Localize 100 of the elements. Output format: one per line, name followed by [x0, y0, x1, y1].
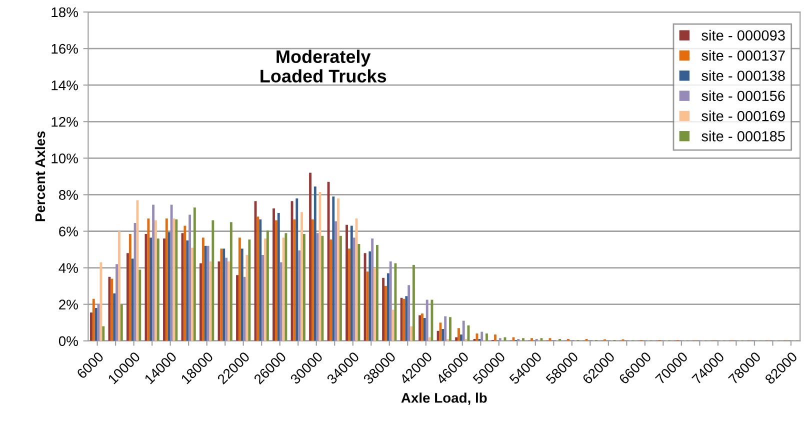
bar: [368, 251, 372, 341]
bar: [128, 234, 132, 341]
bar: [150, 238, 152, 341]
bar: [118, 231, 120, 341]
bar: [113, 293, 116, 341]
bar: [147, 218, 150, 341]
bar: [382, 278, 385, 341]
bar: [332, 196, 335, 341]
bar: [298, 250, 301, 341]
bar: [394, 263, 397, 341]
bar: [256, 216, 260, 341]
y-tick-label: 4%: [58, 263, 78, 273]
bar: [120, 304, 123, 341]
legend-label: site - 000137: [702, 50, 785, 61]
bar: [134, 223, 136, 341]
legend-label: site - 000169: [702, 110, 785, 122]
bar: [193, 208, 196, 341]
bar: [436, 330, 440, 341]
bar: [94, 308, 98, 341]
bar: [259, 219, 262, 341]
bar: [188, 214, 192, 341]
bar: [352, 238, 356, 341]
bar: [90, 312, 92, 341]
bar: [204, 246, 207, 341]
bar: [154, 220, 157, 341]
bar: [405, 296, 408, 341]
bar: [418, 315, 422, 341]
y-tick-label: 6%: [59, 226, 78, 236]
bar: [449, 317, 452, 341]
bar: [92, 298, 95, 341]
bar: [220, 248, 223, 341]
bar: [272, 208, 275, 341]
bar: [228, 261, 230, 341]
bar: [389, 261, 392, 341]
bar: [138, 270, 142, 341]
bar: [428, 337, 431, 341]
bar: [184, 226, 186, 341]
bar: [522, 338, 524, 341]
bar: [374, 268, 376, 341]
y-axis-title: Percent Axles: [34, 131, 46, 222]
bar: [330, 239, 332, 341]
bar: [346, 224, 348, 341]
bar: [311, 219, 314, 341]
bar: [163, 238, 166, 341]
bar: [384, 286, 387, 341]
bar: [300, 212, 303, 341]
bar: [444, 316, 447, 341]
bar: [175, 219, 178, 341]
bar: [262, 255, 264, 341]
y-tick-label: 18%: [52, 7, 78, 18]
bar: [206, 246, 210, 341]
legend-label: site - 000138: [702, 70, 785, 81]
bar: [284, 233, 288, 341]
bar: [222, 248, 226, 341]
bar: [498, 338, 502, 341]
bar: [386, 273, 390, 341]
bar: [186, 240, 189, 341]
bar: [152, 204, 155, 341]
bar: [455, 337, 458, 341]
y-tick-label: 16%: [52, 44, 78, 54]
bar: [408, 285, 410, 341]
bar: [314, 186, 316, 341]
bar: [494, 334, 496, 341]
bar: [156, 238, 160, 341]
bar: [442, 328, 444, 341]
bar: [302, 234, 306, 341]
bar: [116, 264, 118, 341]
bar: [400, 298, 403, 341]
bar: [236, 275, 238, 341]
bar: [321, 236, 324, 341]
bar: [225, 258, 228, 341]
bar: [350, 226, 353, 341]
bar: [170, 204, 173, 341]
legend-label: site - 000093: [702, 30, 785, 41]
bar: [486, 334, 488, 341]
x-axis-title: Axle Load, lb: [401, 392, 487, 405]
bar: [240, 248, 244, 341]
bar: [110, 278, 114, 341]
legend-label: site - 000156: [702, 90, 785, 102]
bar: [264, 238, 266, 341]
bar: [280, 262, 282, 341]
bar: [412, 265, 415, 341]
bar: [200, 263, 202, 341]
bar: [243, 276, 246, 341]
bar: [293, 219, 296, 341]
bar: [460, 334, 462, 341]
y-tick-label: 0%: [58, 336, 78, 346]
y-tick-label: 2%: [59, 300, 78, 310]
bar: [230, 222, 232, 341]
y-tick-label: 14%: [52, 80, 78, 90]
bar: [274, 220, 278, 341]
bar: [339, 236, 342, 341]
bar: [462, 320, 465, 341]
legend-label: site - 000185: [702, 130, 785, 142]
bar: [458, 328, 460, 341]
bar: [165, 218, 168, 341]
bar: [348, 248, 350, 341]
bar: [191, 248, 194, 341]
y-tick-label: 10%: [52, 154, 78, 164]
bar: [202, 238, 204, 341]
